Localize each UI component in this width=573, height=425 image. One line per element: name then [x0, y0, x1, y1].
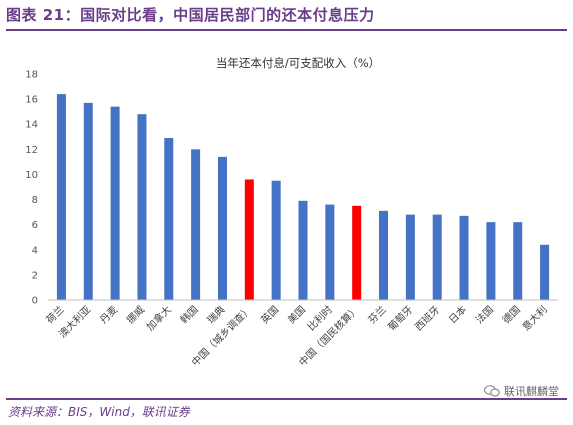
y-axis: 0 2 4 6 8 10 12 14 16 18 — [25, 70, 38, 307]
x-tick-label: 法国 — [473, 303, 496, 326]
bar — [432, 214, 442, 300]
x-tick-label: 挪威 — [124, 303, 147, 326]
bar — [325, 204, 335, 300]
bar — [110, 106, 120, 301]
bar — [217, 156, 227, 300]
bar — [298, 200, 308, 300]
y-tick-label: 6 — [32, 220, 38, 231]
watermark-text: 联讯麒麟堂 — [504, 385, 559, 398]
x-tick-label: 芬兰 — [365, 303, 388, 326]
bar — [56, 94, 66, 300]
y-tick-label: 14 — [25, 120, 38, 131]
y-tick-label: 10 — [25, 170, 38, 181]
source-note: 资料来源：BIS，Wind，联讯证券 — [8, 405, 190, 419]
bar — [244, 179, 254, 300]
x-tick-label: 丹麦 — [98, 304, 121, 327]
watermark: 联讯麒麟堂 — [484, 383, 559, 399]
x-tick-label: 西班牙 — [413, 304, 443, 334]
title-divider — [6, 29, 567, 31]
x-tick-label: 韩国 — [177, 303, 200, 326]
bar — [191, 149, 201, 300]
y-tick-label: 4 — [32, 245, 38, 256]
bar — [137, 114, 147, 300]
x-tick-label: 日本 — [446, 303, 469, 326]
y-tick-label: 16 — [25, 95, 38, 106]
wechat-icon — [484, 385, 500, 397]
x-tick-label: 英国 — [258, 303, 281, 326]
bar — [459, 215, 469, 300]
y-tick-label: 12 — [25, 145, 38, 156]
x-tick-label: 美国 — [285, 303, 308, 326]
bar — [83, 102, 93, 300]
y-tick-label: 0 — [32, 296, 38, 307]
y-tick-label: 2 — [32, 270, 38, 281]
y-tick-label: 8 — [32, 195, 38, 206]
bar — [540, 244, 550, 300]
bar — [164, 138, 174, 300]
x-tick-label: 葡萄牙 — [385, 303, 415, 333]
figure-title: 图表 21：国际对比看，中国居民部门的还本付息压力 — [6, 6, 375, 24]
bar — [352, 205, 362, 300]
bar — [513, 222, 523, 300]
x-tick-label: 荷兰 — [43, 303, 66, 326]
x-tick-label: 德国 — [500, 303, 523, 326]
bars — [56, 94, 550, 301]
x-tick-label: 瑞典 — [204, 303, 227, 326]
x-tick-label: 意大利 — [519, 303, 549, 333]
bar — [405, 214, 415, 300]
chart-title: 当年还本付息/可支配收入（%） — [216, 56, 380, 70]
x-tick-label: 加拿大 — [144, 303, 174, 333]
bar — [379, 210, 389, 300]
y-tick-label: 18 — [25, 70, 38, 81]
bar — [271, 180, 281, 300]
source-divider — [6, 398, 567, 400]
bar — [486, 222, 496, 300]
